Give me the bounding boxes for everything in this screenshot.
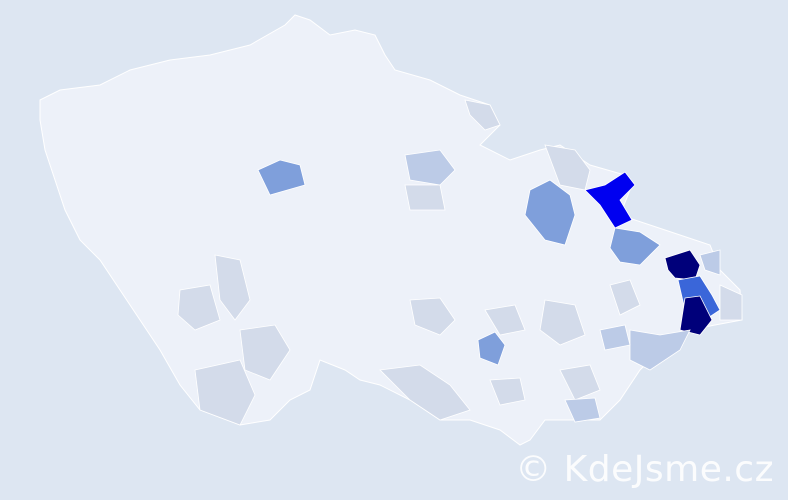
region-level-light[interactable] bbox=[559, 364, 601, 401]
region-level-light[interactable] bbox=[464, 99, 501, 131]
region-level-mid-light[interactable] bbox=[564, 397, 601, 423]
region-level-light[interactable] bbox=[544, 144, 591, 191]
region-level-light[interactable] bbox=[539, 299, 586, 346]
region-level-light[interactable] bbox=[177, 284, 221, 331]
region-level-light[interactable] bbox=[409, 297, 456, 336]
region-level-max[interactable] bbox=[679, 295, 713, 336]
region-level-mid[interactable] bbox=[257, 159, 306, 196]
region-level-mid-light[interactable] bbox=[699, 249, 721, 276]
region-level-light[interactable] bbox=[239, 324, 291, 381]
region-level-very-high[interactable] bbox=[584, 171, 636, 229]
watermark: © KdeJsme.cz bbox=[515, 449, 774, 490]
region-level-light[interactable] bbox=[194, 359, 256, 426]
region-level-light[interactable] bbox=[489, 377, 526, 406]
region-level-light[interactable] bbox=[404, 184, 446, 211]
region-level-light[interactable] bbox=[609, 279, 641, 316]
region-level-mid[interactable] bbox=[477, 331, 506, 366]
region-level-light[interactable] bbox=[484, 304, 526, 336]
region-level-mid[interactable] bbox=[524, 179, 576, 246]
region-level-mid-light[interactable] bbox=[599, 324, 631, 351]
region-level-mid-light[interactable] bbox=[629, 329, 691, 371]
region-level-mid[interactable] bbox=[609, 227, 661, 266]
region-level-light[interactable] bbox=[379, 364, 471, 421]
region-level-light[interactable] bbox=[214, 254, 251, 321]
region-level-light[interactable] bbox=[719, 284, 743, 321]
region-level-mid-light[interactable] bbox=[404, 149, 456, 186]
